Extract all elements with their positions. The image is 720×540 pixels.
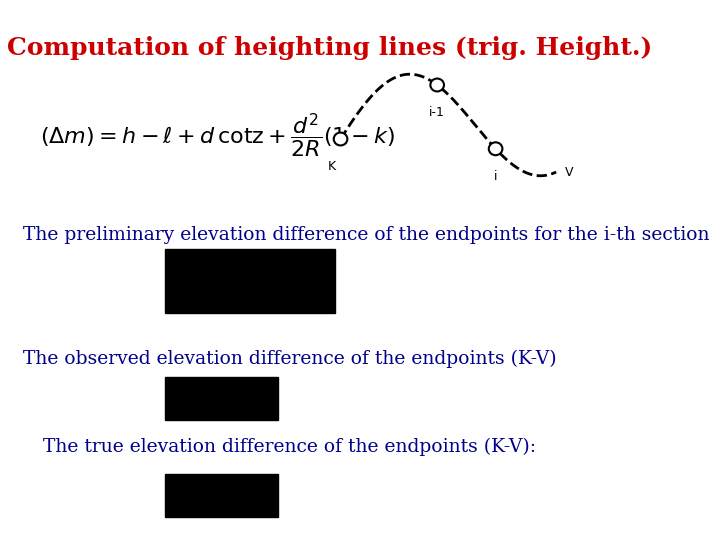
FancyBboxPatch shape [165,474,278,517]
Text: V: V [564,166,573,179]
Circle shape [489,143,503,155]
Text: i: i [494,170,498,183]
Text: The observed elevation difference of the endpoints (K-V): The observed elevation difference of the… [23,349,557,368]
Text: The preliminary elevation difference of the endpoints for the i-th section: The preliminary elevation difference of … [23,226,709,244]
Text: $(\Delta m)=h-\ell +d\,\mathrm{cotz}+\dfrac{d^2}{2R}(1-k)$: $(\Delta m)=h-\ell +d\,\mathrm{cotz}+\df… [40,112,395,160]
FancyBboxPatch shape [165,377,278,421]
Text: Computation of heighting lines (trig. Height.): Computation of heighting lines (trig. He… [6,36,652,60]
Text: The true elevation difference of the endpoints (K-V):: The true elevation difference of the end… [42,438,536,456]
Text: i-1: i-1 [429,106,445,119]
Circle shape [334,132,347,145]
FancyBboxPatch shape [165,248,335,313]
Circle shape [431,78,444,91]
Text: K: K [328,160,336,173]
